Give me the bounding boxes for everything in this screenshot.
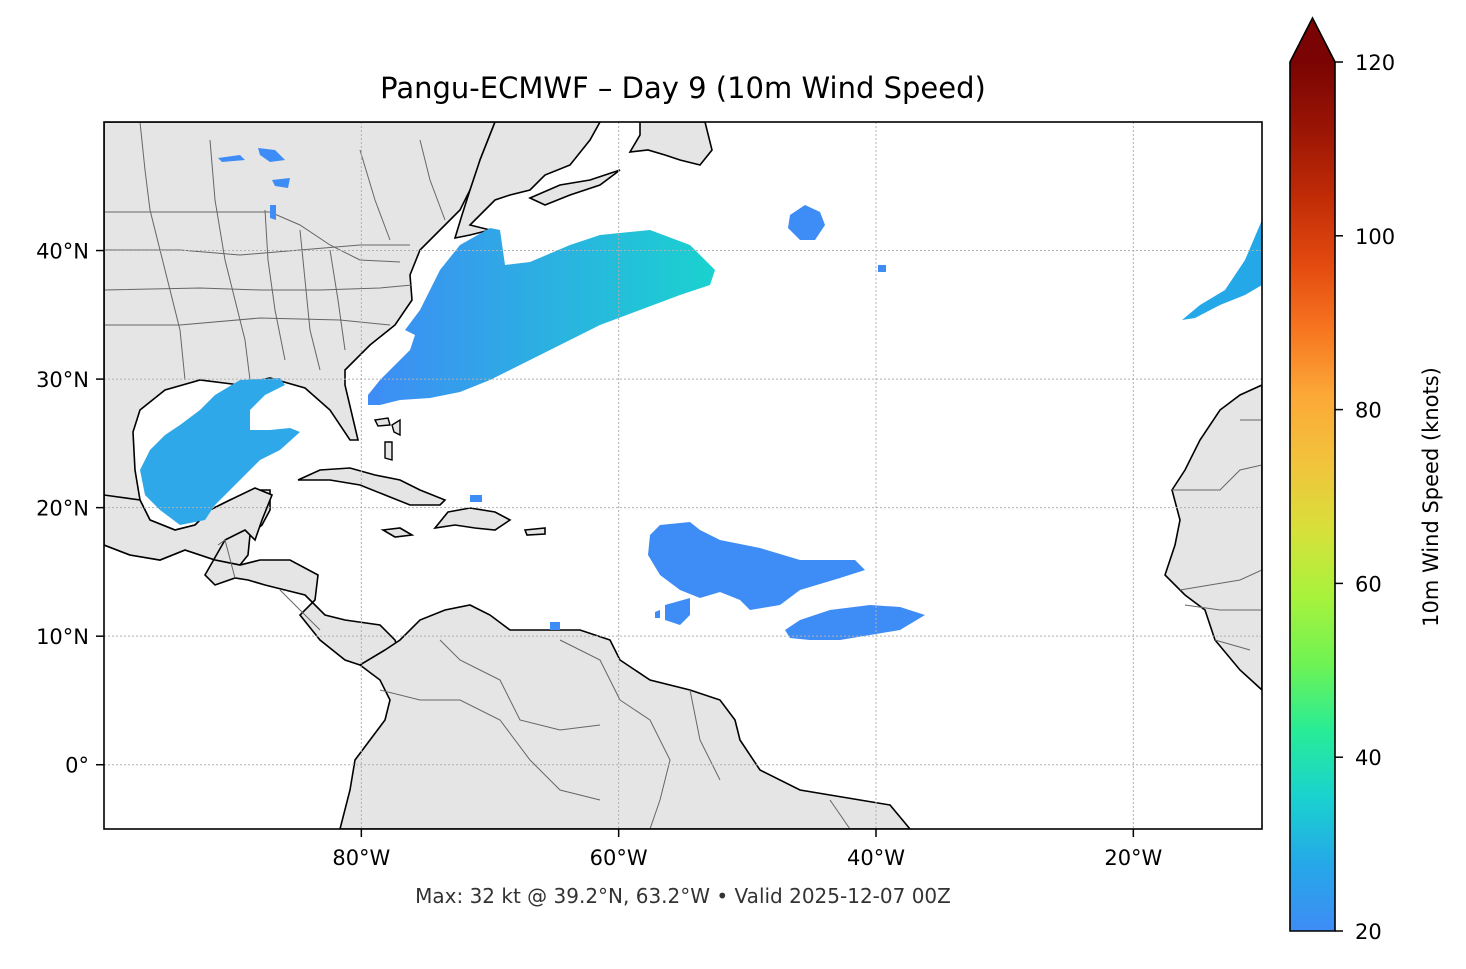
wind-area-mid-atlantic-patch xyxy=(788,205,825,240)
land-cuba xyxy=(297,467,447,506)
lon-tick-label: 80°W xyxy=(332,846,390,870)
land-central-america xyxy=(104,487,402,666)
max-wind-footer: Max: 32 kt @ 39.2°N, 63.2°W • Valid 2025… xyxy=(415,884,951,908)
colorbar: 20 40 60 80 100 120 xyxy=(1289,16,1395,944)
land-maritimes xyxy=(453,122,601,240)
colorbar-tick-label: 120 xyxy=(1355,51,1395,75)
land-bahamas xyxy=(373,417,401,461)
political-borders xyxy=(104,122,1262,829)
lon-tick-label: 40°W xyxy=(847,846,905,870)
colorbar-outline xyxy=(1289,16,1336,932)
colorbar-ticks: 20 40 60 80 100 120 xyxy=(1335,51,1395,944)
colorbar-extend-arrow xyxy=(1290,18,1335,62)
wind-area-gulf-of-mexico xyxy=(140,378,300,525)
land-africa xyxy=(1164,384,1262,692)
land-newfoundland xyxy=(628,122,713,166)
wind-area-tropical-south xyxy=(785,605,925,640)
land-puerto-rico xyxy=(523,527,546,536)
wind-area-northwest-atlantic xyxy=(368,228,715,405)
lat-tick-label: 20°N xyxy=(36,497,89,521)
longitude-ticks: 80°W 60°W 40°W 20°W xyxy=(332,829,1163,870)
wind-speed-field xyxy=(140,148,1262,640)
wind-area-central-tropical xyxy=(648,522,865,610)
wind-area-tropical-fragments xyxy=(655,598,690,625)
colorbar-tick-label: 100 xyxy=(1355,225,1395,249)
gridlines xyxy=(104,122,1262,829)
map-title: Pangu-ECMWF – Day 9 (10m Wind Speed) xyxy=(380,71,986,105)
colorbar-gradient xyxy=(1290,62,1335,931)
lat-tick-label: 10°N xyxy=(36,625,89,649)
colorbar-tick-label: 20 xyxy=(1355,920,1382,944)
map-frame xyxy=(103,121,1263,830)
land-hispaniola xyxy=(433,507,512,531)
lat-tick-label: 30°N xyxy=(36,368,89,392)
colorbar-tick-label: 60 xyxy=(1355,572,1382,596)
land-jamaica xyxy=(380,527,415,538)
latitude-ticks: 40°N 30°N 20°N 10°N 0° xyxy=(36,240,104,778)
colorbar-label: 10m Wind Speed (knots) xyxy=(1419,367,1443,627)
map-panel: 80°W 60°W 40°W 20°W 40°N 30°N 20°N 10°N 0° xyxy=(36,121,1263,870)
colorbar-tick-label: 80 xyxy=(1355,399,1382,423)
lat-tick-label: 40°N xyxy=(36,240,89,264)
wind-area-great-lakes xyxy=(218,148,290,220)
land-north-america xyxy=(104,122,496,566)
wind-area-northeast-atlantic xyxy=(1182,220,1262,320)
lat-tick-label: 0° xyxy=(65,754,89,778)
lon-tick-label: 20°W xyxy=(1104,846,1162,870)
lon-tick-label: 60°W xyxy=(590,846,648,870)
colorbar-tick-label: 40 xyxy=(1355,746,1382,770)
land-nova-scotia xyxy=(528,169,621,206)
land-south-america xyxy=(339,604,912,829)
